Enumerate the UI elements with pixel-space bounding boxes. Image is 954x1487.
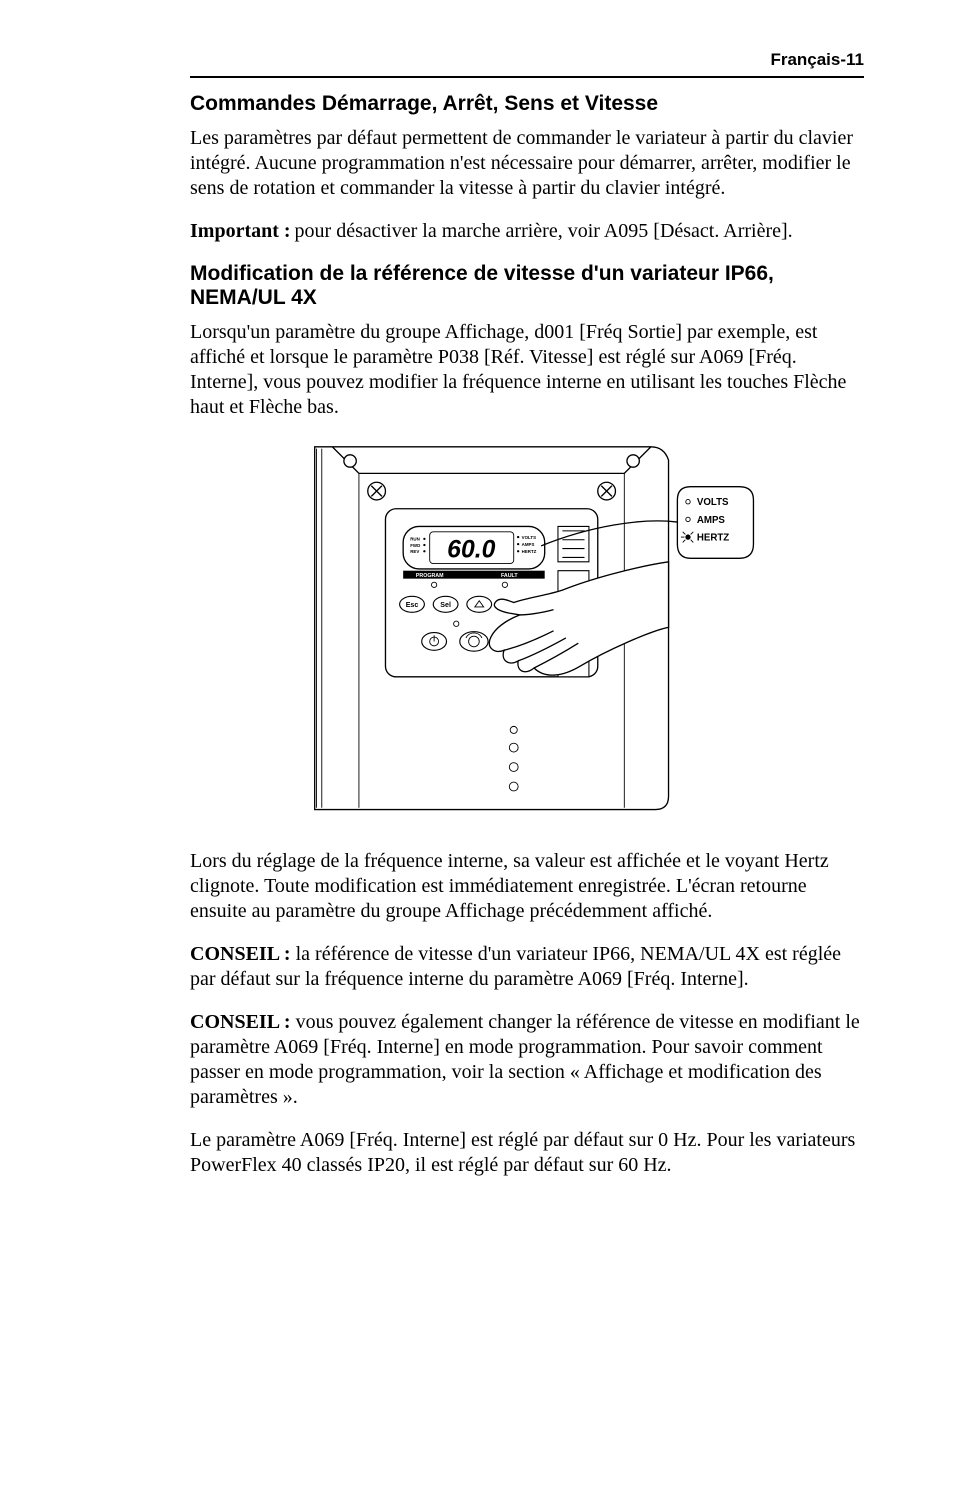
section2-title: Modification de la référence de vitesse … (190, 262, 864, 310)
lcd-fwd-label: FWD (410, 543, 420, 548)
device-figure: RUN FWD REV 60.0 VOLTS AMPS HERTZ PROGRA… (190, 438, 864, 823)
lcd-volts-label: VOLTS (522, 535, 536, 540)
device-illustration: RUN FWD REV 60.0 VOLTS AMPS HERTZ PROGRA… (297, 438, 757, 818)
esc-button-label: Esc (406, 602, 419, 609)
lcd-fault-label: FAULT (501, 573, 518, 579)
tip1: CONSEIL : la référence de vitesse d'un v… (190, 942, 864, 992)
tip1-label: CONSEIL : (190, 943, 291, 965)
tip2-label: CONSEIL : (190, 1011, 291, 1033)
section1-paragraph: Les paramètres par défaut permettent de … (190, 126, 864, 201)
tip2: CONSEIL : vous pouvez également changer … (190, 1010, 864, 1110)
important-text: pour désactiver la marche arrière, voir … (295, 219, 793, 244)
callout-hertz: HERTZ (697, 533, 729, 544)
callout-amps: AMPS (697, 515, 726, 526)
lcd-rev-label: REV (410, 549, 419, 554)
section2-paragraph: Lorsqu'un paramètre du groupe Affichage,… (190, 320, 864, 420)
sel-button-label: Sel (440, 602, 451, 609)
lcd-readout: 60.0 (447, 536, 495, 563)
last-paragraph: Le paramètre A069 [Fréq. Interne] est ré… (190, 1128, 864, 1178)
header-rule (190, 76, 864, 78)
tip2-text: vous pouvez également changer la référen… (190, 1011, 860, 1108)
section1-title: Commandes Démarrage, Arrêt, Sens et Vite… (190, 92, 864, 116)
lcd-hertz-label: HERTZ (522, 549, 537, 554)
lcd-amps-label: AMPS (522, 542, 535, 547)
lcd-program-label: PROGRAM (416, 573, 444, 579)
page: Français-11 Commandes Démarrage, Arrêt, … (0, 0, 954, 1246)
important-note: Important : pour désactiver la marche ar… (190, 219, 864, 244)
important-label: Important : (190, 219, 291, 244)
callout-volts: VOLTS (697, 497, 729, 508)
after-figure-paragraph: Lors du réglage de la fréquence interne,… (190, 849, 864, 924)
lcd-run-label: RUN (410, 537, 420, 542)
page-number: Français-11 (190, 50, 864, 70)
